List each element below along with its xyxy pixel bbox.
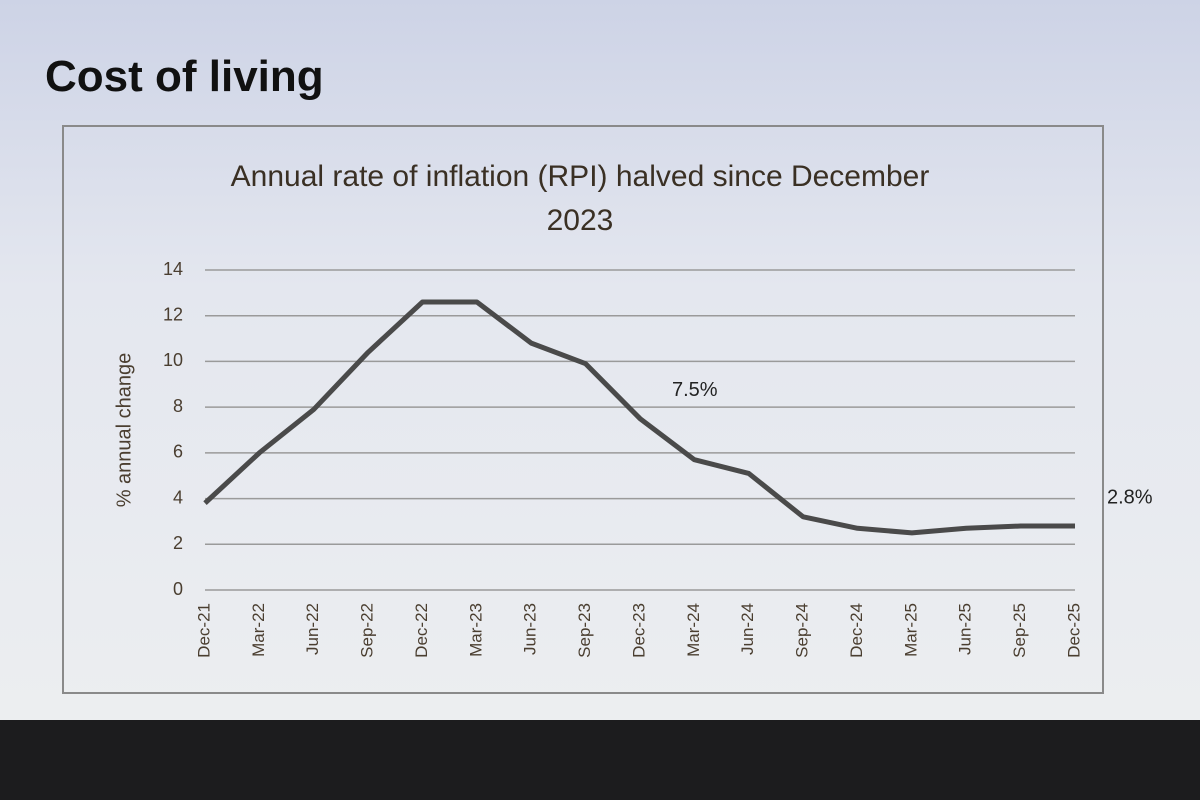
y-tick-label: 2 bbox=[173, 533, 183, 553]
x-tick-label: Sep-25 bbox=[1010, 603, 1029, 658]
data-label: 7.5% bbox=[672, 379, 718, 401]
x-tick-label: Jun-23 bbox=[521, 603, 540, 655]
y-tick-label: 8 bbox=[173, 396, 183, 416]
x-tick-label: Dec-23 bbox=[629, 603, 648, 658]
chart-title: Annual rate of inflation (RPI) halved si… bbox=[230, 160, 930, 237]
y-tick-label: 14 bbox=[163, 259, 183, 279]
chart: 0 2 4 6 8 10 12 14 % annual change Dec-21 Mar-22 Ju… bbox=[113, 258, 1153, 658]
x-tick-label: Mar-24 bbox=[684, 603, 703, 657]
slide: Cost of living Annual rate of inflation … bbox=[0, 0, 1200, 720]
chart-frame bbox=[62, 125, 1104, 694]
y-tick-label: 10 bbox=[163, 350, 183, 370]
x-tick-label: Jun-22 bbox=[303, 603, 322, 655]
data-label: 2.8% bbox=[1107, 486, 1153, 508]
y-tick-label: 6 bbox=[173, 442, 183, 462]
x-tick-label: Jun-25 bbox=[956, 603, 975, 655]
x-tick-label: Mar-25 bbox=[901, 603, 920, 657]
x-tick-label: Dec-24 bbox=[847, 603, 866, 658]
x-tick-label: Dec-21 bbox=[194, 603, 213, 658]
x-tick-label: Jun-24 bbox=[738, 603, 757, 655]
slide-title: Cost of living bbox=[45, 52, 324, 101]
x-tick-label: Sep-22 bbox=[358, 603, 377, 658]
x-tick-label: Sep-23 bbox=[575, 603, 594, 658]
y-tick-label: 4 bbox=[173, 487, 183, 507]
x-tick-label: Dec-22 bbox=[412, 603, 431, 658]
y-axis-label: % annual change bbox=[113, 353, 135, 508]
x-tick-label: Sep-24 bbox=[793, 603, 812, 658]
y-tick-label: 12 bbox=[163, 304, 183, 324]
x-tick-label: Mar-22 bbox=[249, 603, 268, 657]
line-series bbox=[203, 299, 1075, 536]
x-tick-label: Mar-23 bbox=[466, 603, 485, 657]
x-tick-label: Dec-25 bbox=[1064, 603, 1083, 658]
y-tick-label: 0 bbox=[173, 579, 183, 599]
